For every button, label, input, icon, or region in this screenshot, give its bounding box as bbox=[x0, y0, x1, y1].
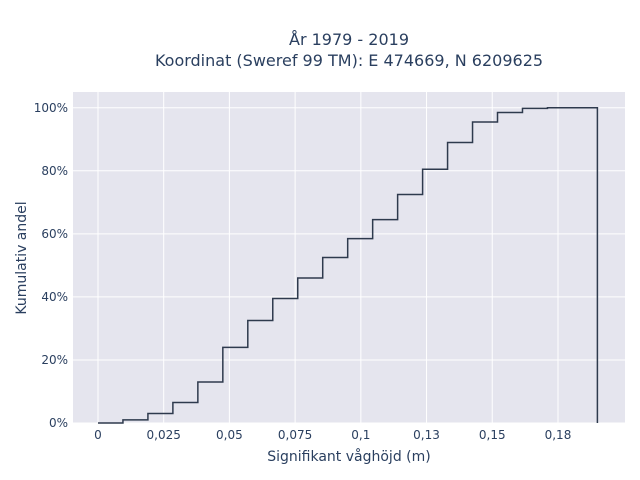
x-tick-label: 0,18 bbox=[545, 428, 572, 442]
y-tick-label: 20% bbox=[41, 353, 68, 367]
x-tick-label: 0,05 bbox=[216, 428, 243, 442]
x-tick-label: 0,075 bbox=[278, 428, 312, 442]
y-tick-label: 60% bbox=[41, 227, 68, 241]
x-tick-label: 0,025 bbox=[147, 428, 181, 442]
x-tick-label: 0,13 bbox=[413, 428, 440, 442]
y-axis-ticks: 0% 20% 40% 60% 80% 100% bbox=[34, 101, 68, 430]
y-tick-label: 80% bbox=[41, 164, 68, 178]
y-axis-label: Kumulativ andel bbox=[14, 201, 30, 314]
chart-title-line2: Koordinat (Sweref 99 TM): E 474669, N 62… bbox=[155, 51, 543, 70]
x-tick-label: 0,1 bbox=[351, 428, 370, 442]
x-tick-label: 0,15 bbox=[479, 428, 506, 442]
y-tick-label: 40% bbox=[41, 290, 68, 304]
x-axis-ticks: 0 0,025 0,05 0,075 0,1 0,13 0,15 0,18 bbox=[94, 428, 571, 442]
y-tick-label: 100% bbox=[34, 101, 68, 115]
x-tick-label: 0 bbox=[94, 428, 102, 442]
y-tick-label: 0% bbox=[49, 416, 68, 430]
plot-area bbox=[73, 92, 625, 423]
cumulative-step-line bbox=[97, 107, 599, 424]
chart-title-line1: År 1979 - 2019 bbox=[289, 30, 409, 49]
x-axis-label: Signifikant våghöjd (m) bbox=[267, 448, 430, 465]
